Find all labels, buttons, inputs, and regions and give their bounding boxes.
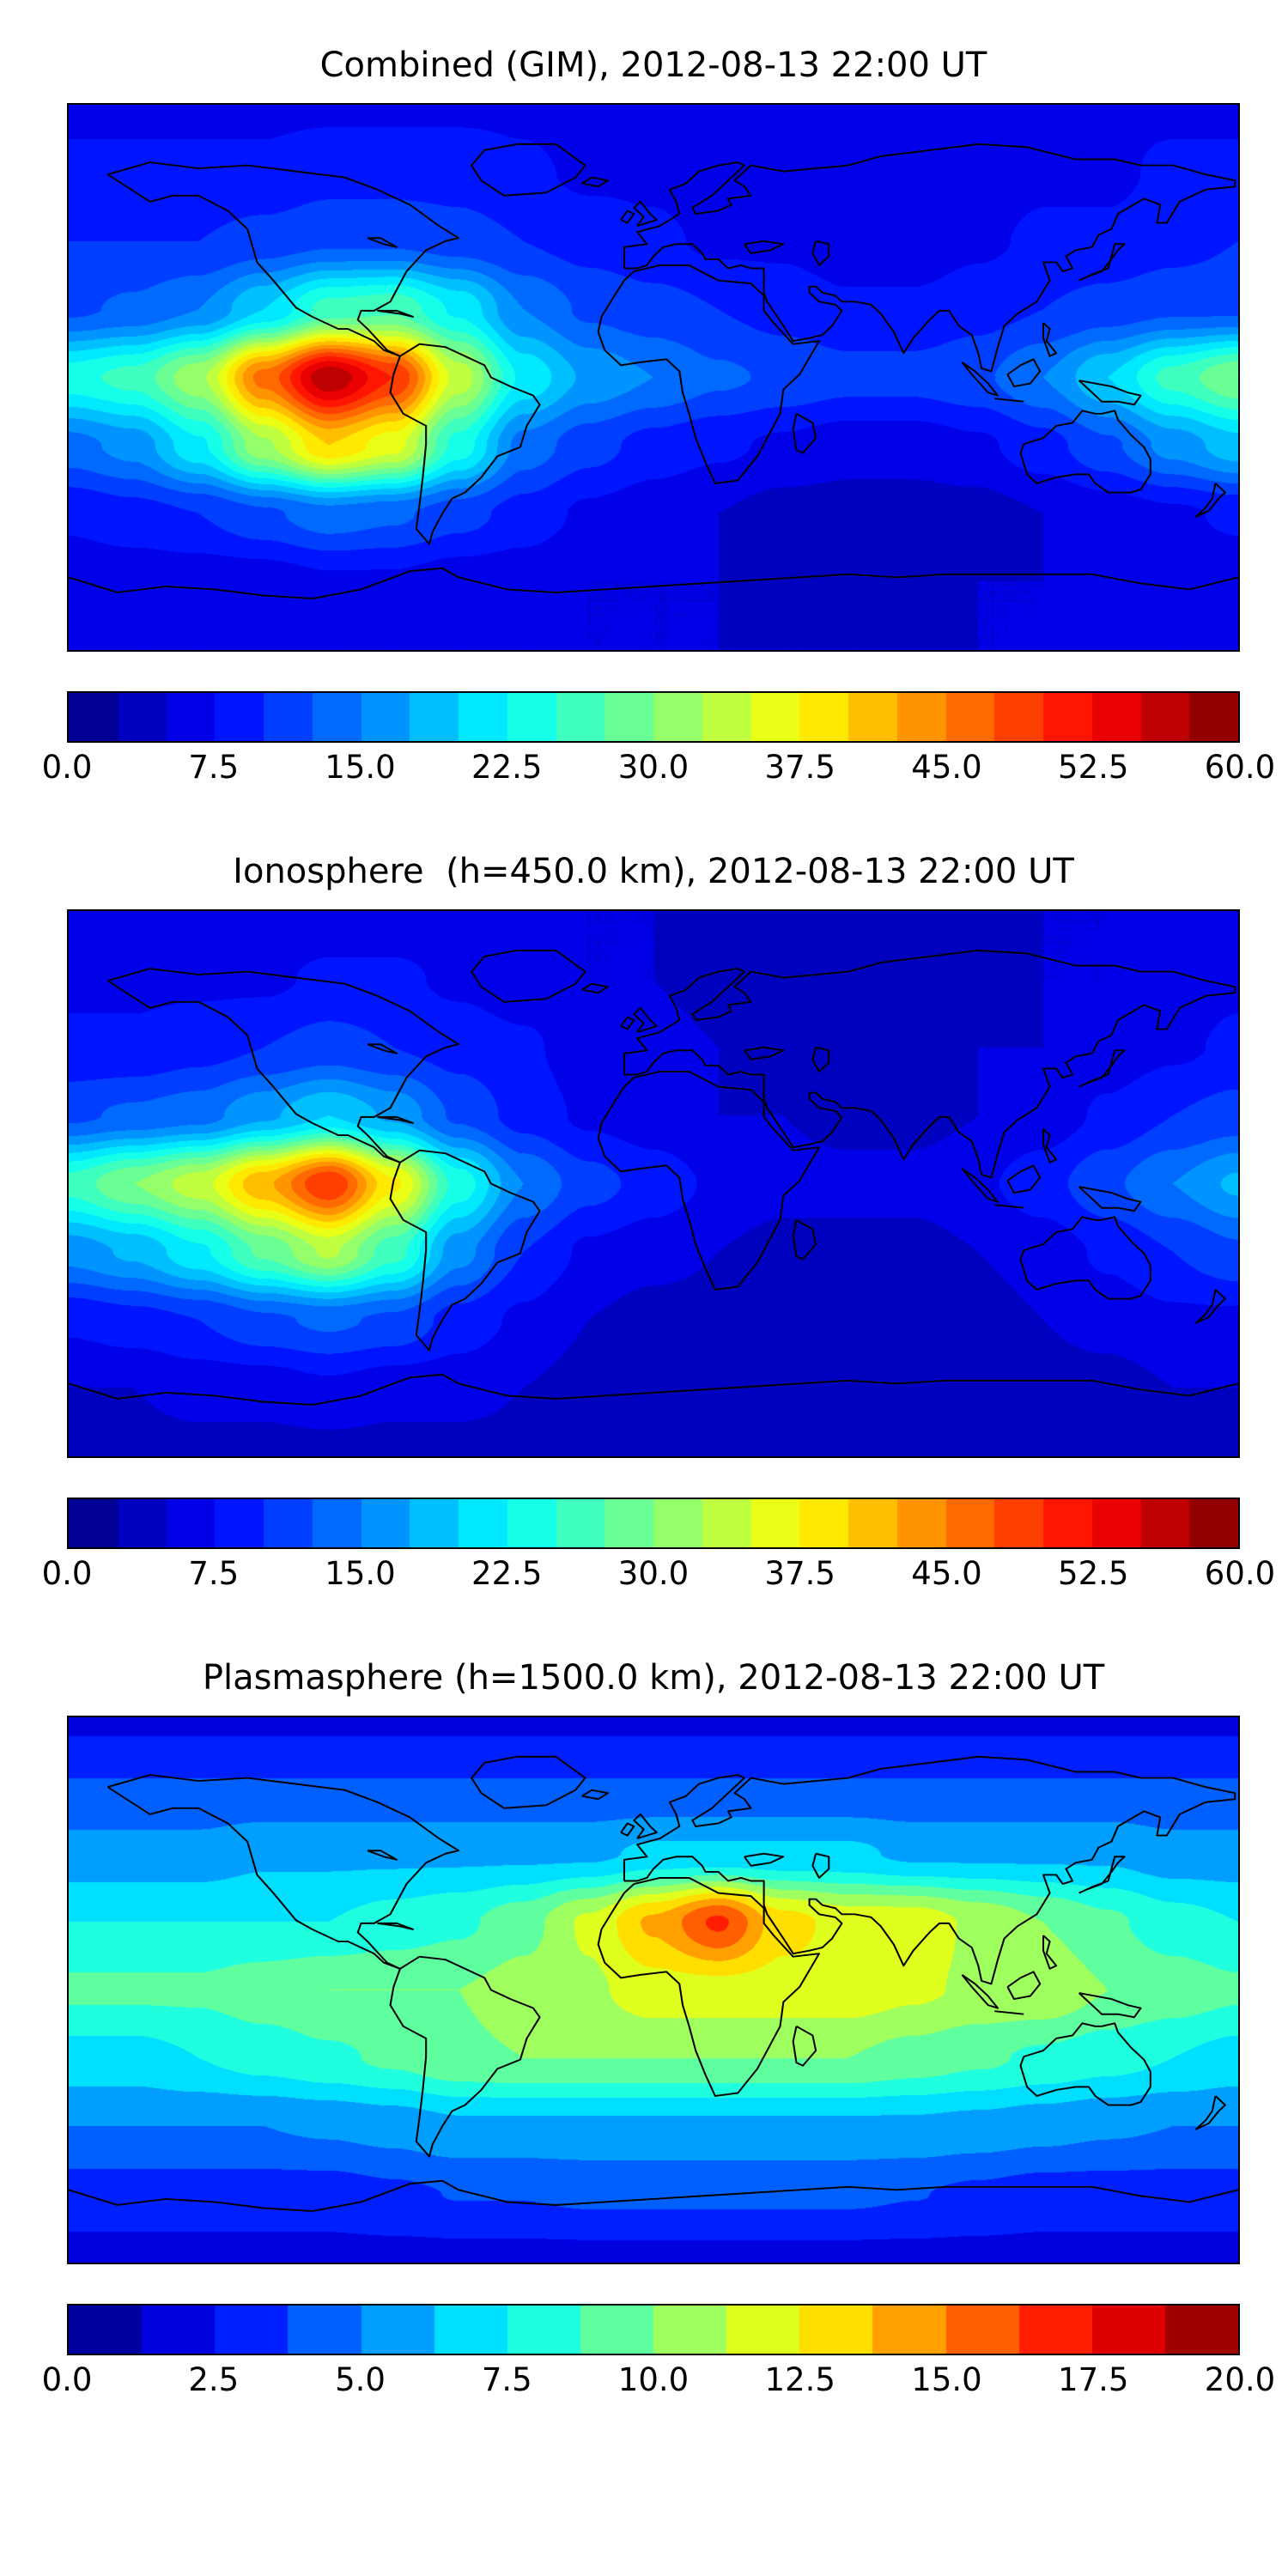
colorbar-tick-label: 0.0 (41, 1555, 93, 1592)
colorbar-tick-label: 37.5 (764, 749, 835, 786)
colorbar-tick-label: 7.5 (188, 1555, 240, 1592)
colorbar-tick-label: 22.5 (471, 1555, 543, 1592)
colorbar-tick-label: 30.0 (617, 749, 690, 786)
colorbar-tick-label: 10.0 (617, 2361, 690, 2398)
colorbar-tick-label: 7.5 (188, 749, 240, 786)
colorbar-tick-label: 22.5 (471, 749, 543, 786)
colorbar-tick-label: 12.5 (764, 2361, 835, 2398)
map-plasmasphere (67, 1716, 1240, 2264)
colorbar-tick-label: 30.0 (617, 1555, 690, 1592)
colorbar-tick-label: 5.0 (335, 2361, 386, 2398)
panel-ionosphere: Ionosphere (h=450.0 km), 2012-08-13 22:0… (42, 851, 1288, 1595)
map-ionosphere (67, 909, 1240, 1458)
colorbar-ticks: 0.0 7.5 15.0 22.5 30.0 37.5 45.0 52.5 60.0 (42, 748, 1276, 789)
figure: Combined (GIM), 2012-08-13 22:00 UT 0.0 7… (42, 45, 1288, 2402)
colorbar-tick-label: 20.0 (1204, 2361, 1276, 2398)
colorbar-tick-label: 45.0 (911, 749, 982, 786)
colorbar-canvas (67, 2304, 1240, 2355)
colorbar-plasmasphere: 0.0 2.5 5.0 7.5 10.0 12.5 15.0 17.5 20.0 (42, 2304, 1276, 2402)
heatmap-canvas (69, 105, 1238, 650)
colorbar-tick-label: 52.5 (1058, 749, 1129, 786)
colorbar-tick-label: 7.5 (481, 2361, 532, 2398)
colorbar-tick-label: 15.0 (325, 1555, 396, 1592)
panel-title: Combined (GIM), 2012-08-13 22:00 UT (319, 46, 987, 85)
colorbar-tick-label: 2.5 (188, 2361, 240, 2398)
colorbar-tick-label: 0.0 (41, 2361, 93, 2398)
panel-plasmasphere: Plasmasphere (h=1500.0 km), 2012-08-13 2… (42, 1657, 1288, 2402)
panel-title: Ionosphere (h=450.0 km), 2012-08-13 22:0… (233, 852, 1074, 891)
colorbar-ticks: 0.0 7.5 15.0 22.5 30.0 37.5 45.0 52.5 60.0 (42, 1554, 1276, 1595)
colorbar-tick-label: 37.5 (764, 1555, 835, 1592)
colorbar-tick-label: 45.0 (911, 1555, 982, 1592)
colorbar-tick-label: 0.0 (41, 749, 93, 786)
colorbar-tick-label: 15.0 (911, 2361, 982, 2398)
heatmap-canvas (69, 1717, 1238, 2263)
map-combined-gim (67, 103, 1240, 652)
colorbar-tick-label: 15.0 (325, 749, 396, 786)
panel-combined-gim: Combined (GIM), 2012-08-13 22:00 UT 0.0 7… (42, 45, 1288, 789)
colorbar-ionosphere: 0.0 7.5 15.0 22.5 30.0 37.5 45.0 52.5 60.0 (42, 1498, 1276, 1595)
colorbar-canvas (67, 1498, 1240, 1549)
colorbar-tick-label: 52.5 (1058, 1555, 1129, 1592)
colorbar-ticks: 0.0 2.5 5.0 7.5 10.0 12.5 15.0 17.5 20.0 (42, 2360, 1276, 2402)
colorbar-canvas (67, 691, 1240, 743)
colorbar-tick-label: 60.0 (1204, 749, 1276, 786)
panel-title: Plasmasphere (h=1500.0 km), 2012-08-13 2… (202, 1658, 1105, 1698)
colorbar-tick-label: 60.0 (1204, 1555, 1276, 1592)
colorbar-combined: 0.0 7.5 15.0 22.5 30.0 37.5 45.0 52.5 60.0 (42, 691, 1276, 789)
heatmap-canvas (69, 911, 1238, 1456)
colorbar-tick-label: 17.5 (1058, 2361, 1129, 2398)
